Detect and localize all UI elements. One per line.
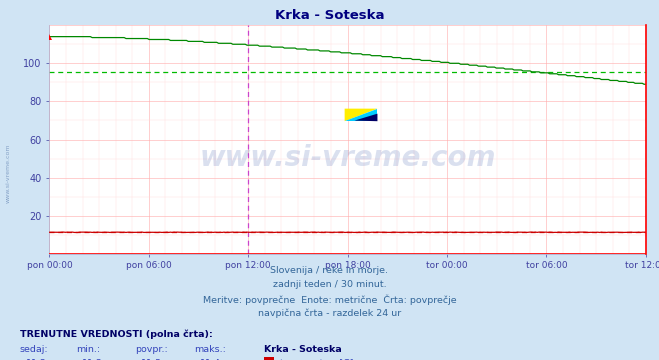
Text: Slovenija / reke in morje.: Slovenija / reke in morje. xyxy=(270,266,389,275)
Text: TRENUTNE VREDNOSTI (polna črta):: TRENUTNE VREDNOSTI (polna črta): xyxy=(20,329,212,339)
Text: temperatura[C]: temperatura[C] xyxy=(279,359,354,360)
Text: www.si-vreme.com: www.si-vreme.com xyxy=(200,144,496,172)
Text: 11,2: 11,2 xyxy=(26,359,47,360)
Text: maks.:: maks.: xyxy=(194,345,226,354)
Text: Krka - Soteska: Krka - Soteska xyxy=(275,9,384,22)
Polygon shape xyxy=(345,109,378,121)
Text: min.:: min.: xyxy=(76,345,100,354)
Text: sedaj:: sedaj: xyxy=(20,345,48,354)
Text: Krka - Soteska: Krka - Soteska xyxy=(264,345,341,354)
Text: 11,2: 11,2 xyxy=(82,359,103,360)
Text: www.si-vreme.com: www.si-vreme.com xyxy=(6,143,11,203)
Text: zadnji teden / 30 minut.: zadnji teden / 30 minut. xyxy=(273,280,386,289)
Polygon shape xyxy=(355,114,378,121)
Polygon shape xyxy=(345,109,378,121)
Text: 11,3: 11,3 xyxy=(141,359,162,360)
Text: povpr.:: povpr.: xyxy=(135,345,168,354)
Text: navpična črta - razdelek 24 ur: navpična črta - razdelek 24 ur xyxy=(258,309,401,318)
Text: Meritve: povprečne  Enote: metrične  Črta: povprečje: Meritve: povprečne Enote: metrične Črta:… xyxy=(203,294,456,305)
Text: 11,4: 11,4 xyxy=(200,359,221,360)
